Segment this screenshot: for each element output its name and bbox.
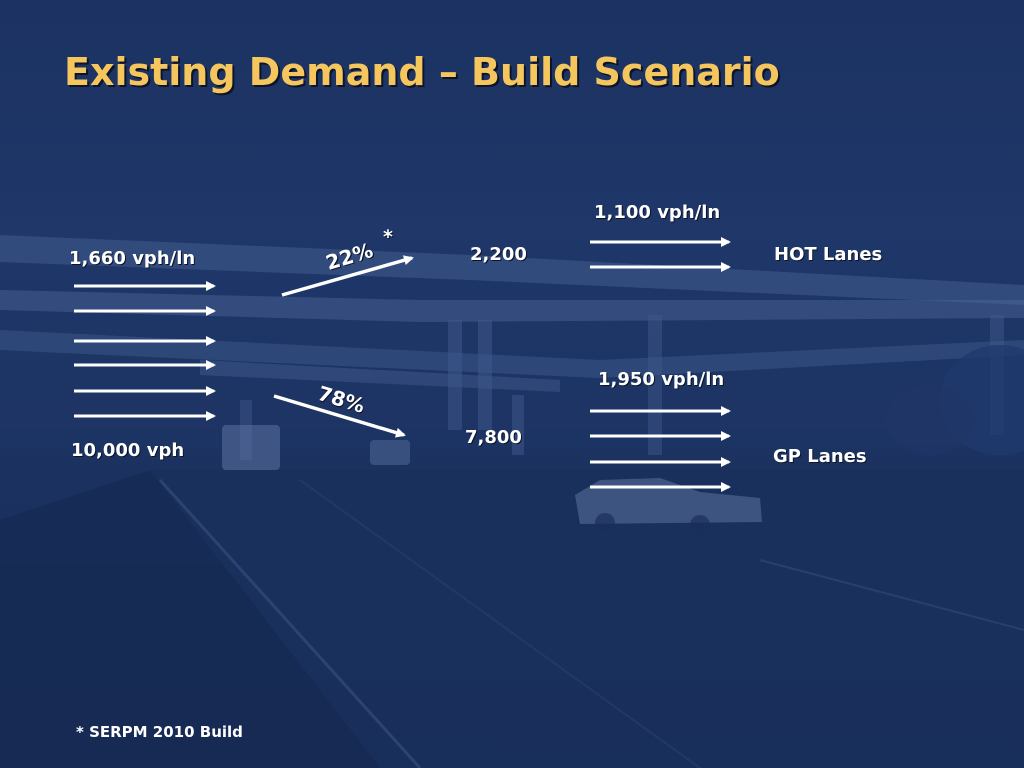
hot-volume: 2,200 [470,244,527,265]
input-total-label: 10,000 vph [71,440,185,461]
hot-per-lane-label: 1,100 vph/ln [594,202,721,223]
footnote: * SERPM 2010 Build [76,723,243,741]
gp-per-lane-label: 1,950 vph/ln [598,369,725,390]
gp-lanes-name: GP Lanes [773,446,867,467]
input-per-lane-label: 1,660 vph/ln [69,248,196,269]
slide-title: Existing Demand – Build Scenario [64,50,780,94]
gp-split-arrow [273,394,406,438]
hot-split-arrow [281,255,414,297]
gp-lane-arrows [590,406,731,492]
input-lane-arrows [74,281,216,421]
gp-volume: 7,800 [465,427,522,448]
hot-lane-arrows [590,237,731,272]
hot-split-asterisk: * [383,226,393,248]
hot-lanes-name: HOT Lanes [774,244,883,265]
